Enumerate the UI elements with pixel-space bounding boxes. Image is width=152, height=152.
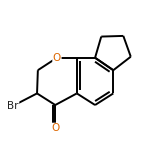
Text: Br: Br bbox=[7, 101, 19, 111]
Text: O: O bbox=[53, 53, 61, 63]
Text: O: O bbox=[51, 123, 59, 133]
